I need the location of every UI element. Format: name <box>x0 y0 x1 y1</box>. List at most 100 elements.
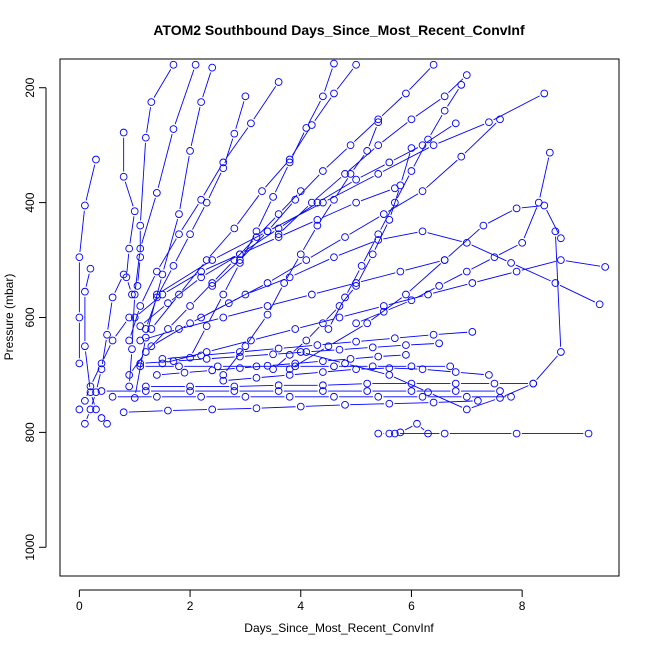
series-segment <box>161 262 209 293</box>
data-point <box>335 345 344 354</box>
data-point <box>313 341 322 349</box>
series-segment <box>129 216 135 244</box>
data-point <box>285 371 294 379</box>
data-point <box>496 115 504 124</box>
data-point <box>446 362 455 371</box>
data-point <box>424 290 432 299</box>
y-axis: 200 400 600 800 1000 <box>23 77 47 561</box>
series-segment <box>498 244 518 256</box>
data-point <box>462 405 471 414</box>
data-point <box>153 290 161 299</box>
data-point <box>296 250 305 259</box>
data-point <box>330 59 338 68</box>
data-point <box>274 224 283 233</box>
data-point <box>81 396 89 405</box>
series-segment <box>360 164 385 178</box>
series-segment <box>286 258 299 279</box>
series-segment <box>124 181 134 207</box>
series-segment <box>143 306 165 324</box>
series-segment <box>250 278 286 294</box>
data-point <box>241 92 250 101</box>
series-segment <box>464 122 497 154</box>
series-segment <box>237 240 254 257</box>
series-group <box>141 92 250 333</box>
series-segment <box>300 361 318 364</box>
data-point <box>291 359 300 368</box>
data-point <box>390 334 399 343</box>
data-point <box>302 124 311 132</box>
series-segment <box>154 298 177 326</box>
data-point <box>202 355 211 363</box>
y-axis-label: Pressure (mbar) <box>2 274 16 361</box>
data-point <box>274 381 283 390</box>
series-segment <box>137 262 141 281</box>
data-point <box>418 227 427 236</box>
data-point <box>122 273 131 282</box>
series-segment <box>326 148 348 168</box>
data-point <box>324 325 333 333</box>
data-point <box>108 336 117 345</box>
data-point <box>390 429 399 438</box>
series-segment <box>101 339 107 365</box>
data-point <box>429 60 438 69</box>
data-point <box>128 345 136 353</box>
data-point <box>136 221 145 230</box>
series-segment <box>388 301 407 311</box>
data-point <box>451 368 460 376</box>
series-segment <box>344 347 368 350</box>
series-segment <box>438 400 473 403</box>
series-segment <box>283 345 313 349</box>
data-point <box>385 399 394 408</box>
data-point <box>125 382 134 391</box>
data-point <box>197 351 205 360</box>
series-segment <box>158 270 172 294</box>
data-point <box>130 290 139 299</box>
data-point <box>119 408 128 417</box>
data-point <box>125 313 134 322</box>
series-segment <box>85 164 96 201</box>
data-point <box>269 350 277 359</box>
series-segment <box>377 344 401 348</box>
series-group <box>130 184 399 322</box>
data-point <box>219 290 228 299</box>
series-segment <box>314 97 332 122</box>
data-point <box>319 319 327 328</box>
series-group <box>153 350 410 379</box>
series-segment <box>142 276 156 302</box>
data-point <box>202 198 211 207</box>
data-point <box>241 290 250 299</box>
data-point <box>274 210 283 218</box>
series-segment <box>265 163 287 188</box>
series-segment <box>315 176 342 200</box>
data-point <box>153 188 161 197</box>
data-point <box>368 250 377 259</box>
data-point <box>263 302 272 310</box>
data-point <box>341 293 349 302</box>
data-point <box>330 89 338 98</box>
data-point <box>141 387 150 395</box>
series-segment <box>244 238 275 253</box>
series-segment <box>135 342 146 393</box>
data-point <box>252 227 261 236</box>
data-point <box>313 221 322 230</box>
data-point <box>236 364 244 372</box>
series-segment <box>293 348 325 367</box>
series-segment <box>127 282 131 290</box>
data-point <box>319 387 327 395</box>
series-segment <box>193 286 209 303</box>
data-point <box>352 319 360 328</box>
data-point <box>274 344 283 353</box>
data-point <box>507 259 515 267</box>
series-group <box>75 155 100 368</box>
data-point <box>512 429 521 438</box>
data-point <box>352 175 360 184</box>
series-segment <box>404 425 413 431</box>
series-segment <box>350 403 385 406</box>
series-segment <box>460 372 484 375</box>
data-point <box>236 352 244 361</box>
data-point <box>440 92 449 101</box>
data-point <box>485 118 493 127</box>
data-point <box>374 230 383 239</box>
data-point <box>451 379 460 388</box>
series-group <box>186 59 338 362</box>
